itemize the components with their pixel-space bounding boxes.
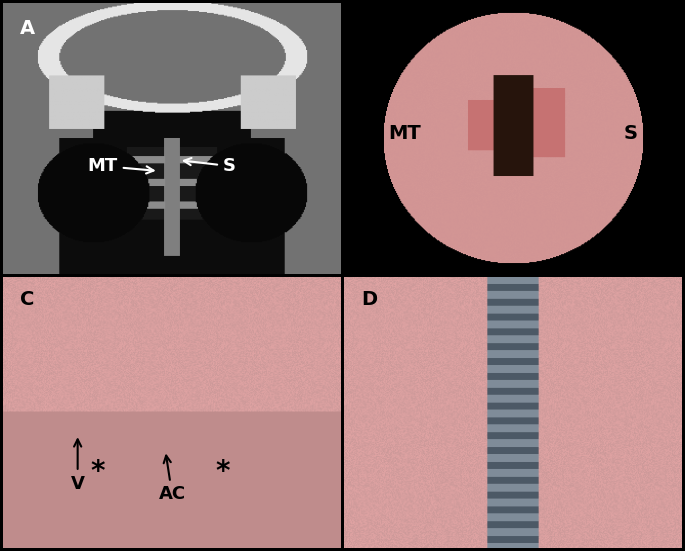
Text: C: C xyxy=(21,290,35,310)
Text: S: S xyxy=(184,157,236,175)
Text: A: A xyxy=(21,19,36,38)
Text: S: S xyxy=(624,123,638,143)
Text: *: * xyxy=(216,458,230,486)
Text: B: B xyxy=(361,17,376,35)
Text: *: * xyxy=(90,458,105,486)
Text: MT: MT xyxy=(388,123,421,143)
Text: MT: MT xyxy=(88,157,153,175)
Text: D: D xyxy=(361,290,377,310)
Text: AC: AC xyxy=(158,456,186,504)
Text: V: V xyxy=(71,439,84,493)
